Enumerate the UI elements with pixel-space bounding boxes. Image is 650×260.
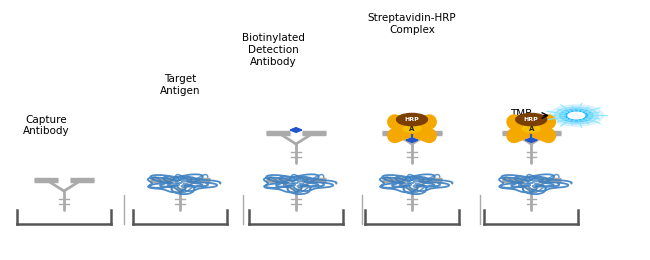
Circle shape [403, 125, 421, 132]
Text: A: A [528, 126, 534, 132]
Circle shape [549, 105, 603, 126]
Circle shape [515, 113, 547, 126]
Text: Target
Antigen: Target Antigen [160, 74, 200, 96]
Polygon shape [290, 128, 302, 132]
Text: HRP: HRP [404, 117, 419, 122]
Circle shape [554, 107, 598, 124]
Text: Biotinylated
Detection
Antibody: Biotinylated Detection Antibody [242, 33, 305, 67]
Text: Capture
Antibody: Capture Antibody [23, 115, 70, 136]
Circle shape [568, 112, 585, 119]
Text: Streptavidin-HRP
Complex: Streptavidin-HRP Complex [368, 13, 456, 35]
Polygon shape [406, 128, 418, 132]
Circle shape [565, 111, 588, 120]
Circle shape [396, 113, 428, 126]
Polygon shape [406, 138, 418, 142]
Circle shape [522, 125, 540, 132]
Polygon shape [525, 128, 537, 132]
Text: A: A [410, 126, 415, 132]
Text: TMB: TMB [510, 109, 532, 119]
Text: HRP: HRP [524, 117, 539, 122]
Polygon shape [525, 138, 537, 142]
Circle shape [560, 109, 593, 122]
